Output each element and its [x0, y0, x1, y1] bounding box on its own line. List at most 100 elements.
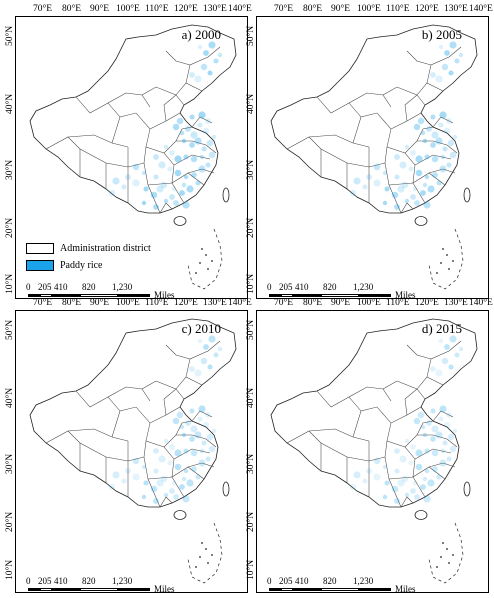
paddy-rice-patch	[410, 150, 416, 156]
province-boundary	[163, 388, 185, 416]
longitude-label: 100°E	[357, 298, 381, 308]
scale-unit: Miles	[395, 584, 416, 593]
paddy-rice-patch	[206, 139, 214, 147]
longitude-label: 100°E	[357, 4, 381, 14]
scale-segment	[40, 588, 52, 591]
paddy-rice-patch	[424, 468, 430, 474]
paddy-rice-patch	[384, 480, 390, 486]
paddy-rice-patch	[174, 449, 182, 457]
paddy-rice-patch	[417, 411, 425, 419]
paddy-rice-patch	[153, 174, 159, 180]
province-boundary	[400, 202, 414, 214]
paddy-rice-patch	[430, 114, 436, 120]
paddy-rice-patch	[435, 369, 443, 377]
paddy-rice-patch	[189, 142, 195, 148]
paddy-rice-patch	[186, 185, 194, 193]
paddy-rice-patch	[205, 118, 211, 124]
scale-segment	[40, 294, 52, 297]
paddy-rice-patch	[173, 494, 179, 500]
paddy-rice-patch	[190, 155, 198, 163]
paddy-rice-patch	[438, 122, 444, 128]
paddy-rice-patch	[174, 169, 182, 177]
paddy-rice-patch	[454, 58, 460, 64]
province-boundary	[406, 344, 432, 360]
paddy-rice-patch	[108, 483, 116, 491]
paddy-rice-patch	[408, 166, 414, 172]
paddy-rice-patch	[143, 480, 149, 486]
maritime-boundary	[187, 228, 223, 290]
islet	[448, 268, 450, 270]
province-boundary	[145, 112, 181, 148]
paddy-rice-patch	[213, 352, 219, 358]
paddy-rice-patch	[160, 181, 168, 189]
province-boundary	[320, 442, 386, 462]
latitude-label: 50°N	[246, 319, 256, 340]
scale-tick: 205	[38, 576, 52, 586]
paddy-rice-patch	[206, 433, 214, 441]
province-boundary	[159, 202, 173, 214]
longitude-label: 90°E	[331, 4, 351, 14]
paddy-rice-patch	[185, 126, 191, 132]
paddy-rice-patch	[189, 114, 195, 120]
paddy-rice-patch	[201, 440, 207, 446]
province-boundary	[412, 154, 452, 184]
china-map	[29, 24, 237, 290]
paddy-rice-patch	[446, 118, 452, 124]
province-boundary	[416, 126, 434, 142]
paddy-rice-patch	[435, 137, 443, 145]
map-panel-2010: c) 2010 0 205 410 820 1,230 Miles 70°E 8…	[5, 298, 252, 593]
paddy-rice-patch	[446, 412, 452, 418]
scale-segment	[359, 588, 391, 591]
paddy-rice-patch	[198, 405, 206, 413]
scale-bar: 0 205 410 820 1,230 Miles	[267, 576, 427, 593]
province-boundary	[191, 410, 213, 422]
latitude-label: 50°N	[5, 319, 15, 340]
paddy-rice-patch	[422, 182, 428, 188]
paddy-rice-patch	[189, 408, 195, 414]
paddy-rice-patch	[427, 185, 435, 193]
scale-segment	[269, 588, 281, 591]
islet	[199, 556, 201, 558]
province-boundary	[428, 462, 456, 468]
paddy-rice-patch	[132, 457, 140, 465]
longitude-label: 120°E	[174, 298, 198, 308]
province-boundary	[107, 386, 151, 412]
province-boundary	[426, 340, 462, 378]
paddy-rice-patch	[202, 421, 210, 429]
paddy-rice-patch	[431, 131, 439, 139]
legend-rice-label: Paddy rice	[60, 260, 103, 271]
legend-item-district: Administration district	[26, 240, 151, 257]
province-boundary	[386, 406, 422, 442]
paddy-rice-patch	[186, 479, 194, 487]
latitude-label: 20°N	[246, 217, 256, 238]
province-boundary	[75, 390, 109, 408]
paddy-rice-patch	[195, 180, 201, 186]
country-outline	[270, 24, 478, 214]
province-boundary	[352, 406, 392, 438]
paddy-rice-patch	[171, 186, 177, 192]
map-panel-2015: d) 2015 0 205 410 820 1,230 Miles 70°E 8…	[246, 298, 493, 593]
islet	[195, 272, 197, 274]
paddy-rice-patch	[404, 492, 410, 498]
paddy-rice-patch	[440, 448, 446, 454]
scale-segment	[269, 294, 281, 297]
paddy-rice-patch	[382, 464, 388, 470]
province-boundary	[404, 140, 433, 166]
paddy-rice-patch	[442, 146, 448, 152]
paddy-rice-patch	[181, 432, 187, 438]
paddy-rice-patch	[413, 123, 421, 131]
paddy-rice-patch	[169, 444, 175, 450]
islet	[205, 254, 207, 256]
province-boundary	[432, 434, 458, 448]
paddy-rice-patch	[158, 161, 166, 169]
country-outline	[29, 318, 237, 508]
longitude-label: 70°E	[274, 4, 294, 14]
province-boundary	[191, 116, 213, 128]
scale-bar: 0 205 410 820 1,230 Miles	[267, 282, 427, 298]
latitude-label: 50°N	[5, 25, 15, 46]
longitude-label: 100°E	[116, 4, 140, 14]
paddy-rice-patch	[174, 155, 182, 163]
latitude-label: 50°N	[246, 25, 256, 46]
panel-title: a) 2000	[181, 27, 221, 42]
paddy-rice-patch	[426, 126, 432, 132]
